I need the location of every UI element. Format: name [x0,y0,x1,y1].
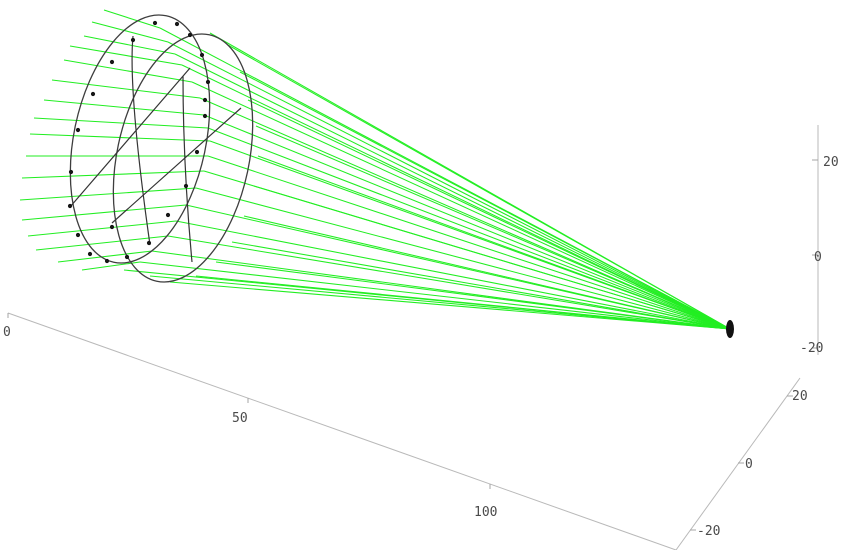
lens-dot [130,37,136,43]
lens-dots [67,20,211,264]
lens-dot [194,149,200,155]
lens-dot [75,127,81,133]
converging-ray [174,53,731,330]
back-ring [112,33,254,283]
converging-ray [255,125,731,330]
lens-dot [183,183,189,189]
y-tick-label: 20 [792,389,808,404]
back-ring-cross [111,75,242,263]
x-tick-label: 0 [3,325,11,340]
y-tick-label: -20 [697,524,720,539]
converging-ray [247,99,731,330]
converging-ray [123,269,731,330]
converging-ray [253,185,731,330]
incoming-ray [21,170,205,179]
z-tick-label: 20 [823,155,839,170]
lens-dot [67,203,73,209]
converging-ray [169,281,731,330]
y-tick-label: 0 [745,457,753,472]
incoming-ray [63,59,193,83]
converging-ray [227,44,731,330]
converging-ray [231,241,731,330]
converging-ray [167,235,731,330]
converging-ray [257,155,731,330]
converging-ray [239,71,731,330]
lens-dot [75,232,81,238]
incoming-ray [81,261,141,271]
converging-ray [203,114,731,330]
lens-dot [90,91,96,97]
incoming-rays [19,9,211,271]
converging-ray [207,155,731,330]
incoming-ray [91,21,169,43]
lens-dot [174,21,180,27]
incoming-ray [19,187,197,201]
front-ring-cross [69,35,191,246]
converging-ray [167,41,731,330]
lens-dot [205,79,211,85]
incoming-ray [83,35,176,55]
incoming-ray [103,9,161,29]
incoming-ray [57,250,153,263]
lens-dot [165,212,171,218]
converging-ray [207,127,731,330]
front-ring [69,14,211,264]
incoming-ray [69,45,183,66]
focal-point [726,320,734,338]
lens-dot [104,258,110,264]
lens-dot [109,59,115,65]
focal-spot [726,320,734,338]
incoming-ray [51,79,201,99]
incoming-ray [35,235,169,251]
axes: 0 50 100 20 0 -20 20 0 -20 [3,125,839,550]
converging-ray [181,64,731,330]
lens-dot [202,97,208,103]
lens-dot [152,20,158,26]
z-tick-label: -20 [800,341,823,356]
converging-ray [243,215,731,330]
converging-rays [123,27,731,330]
incoming-ray [43,99,205,116]
lens-dot [187,32,193,38]
lens-dot [146,240,152,246]
lens-rings [69,14,254,283]
incoming-ray [27,220,177,237]
x-axis-line [7,312,677,550]
converging-ray [149,275,731,330]
x-tick-label: 50 [232,411,248,426]
converging-ray [191,81,731,330]
lens-dot [87,251,93,257]
lens-dot [124,254,130,260]
converging-ray [139,261,731,330]
z-tick-label: 0 [814,250,822,265]
lens-dot [68,169,74,175]
lens-dot [109,224,115,230]
converging-ray [195,187,731,330]
incoming-ray [21,204,187,221]
lens-dot [199,52,205,58]
converging-ray [199,97,731,330]
converging-ray [215,261,731,330]
x-tick-label: 100 [474,505,497,520]
converging-ray [175,220,731,330]
y-axis-line [675,377,801,550]
lens-dot [202,113,208,119]
incoming-ray [33,117,209,129]
